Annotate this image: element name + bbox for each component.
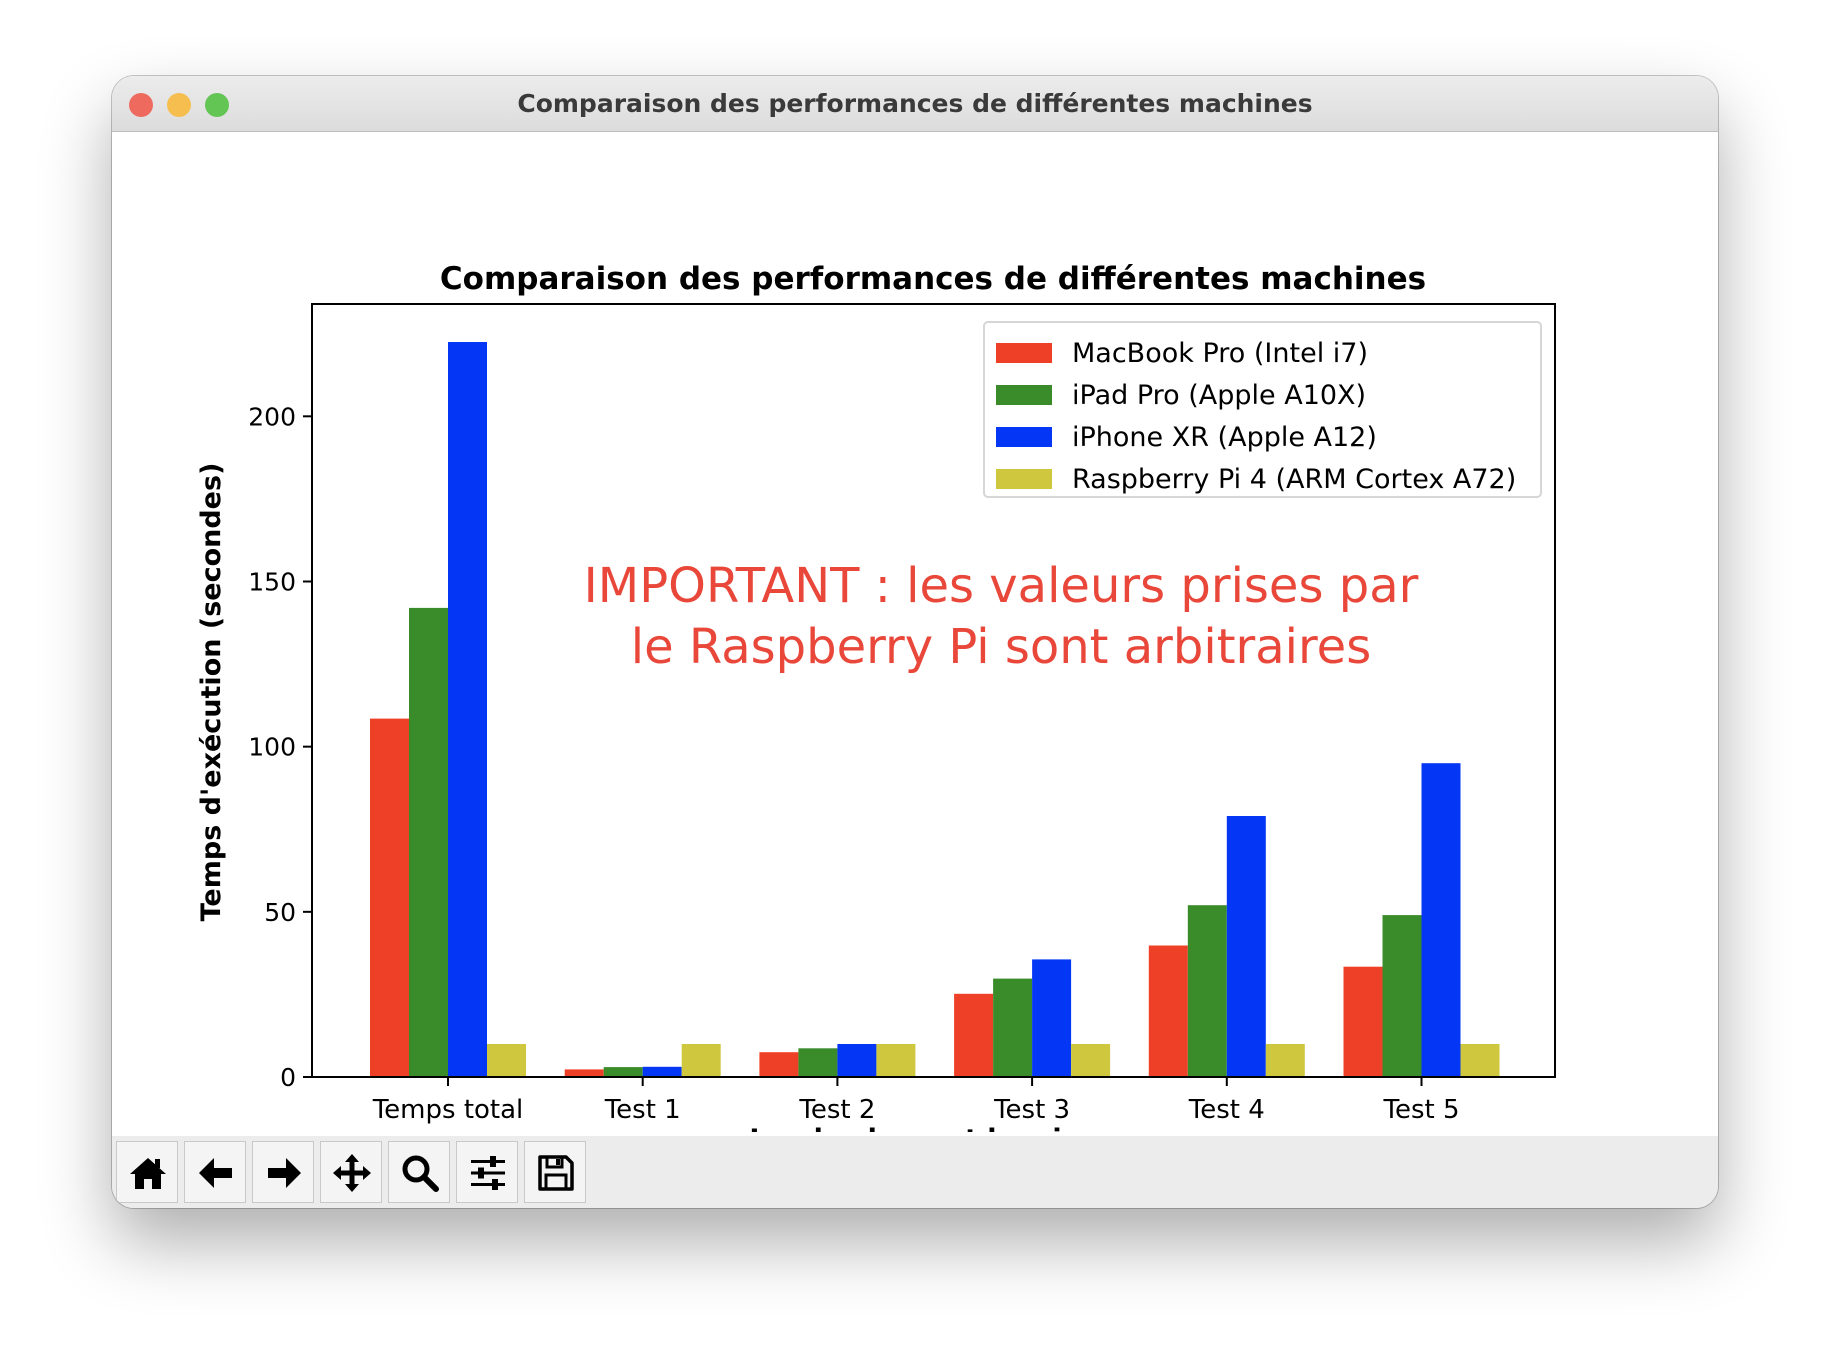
move-icon (333, 1154, 371, 1192)
bar-1-0 (564, 1069, 604, 1077)
bar-3-0 (954, 993, 994, 1077)
bar-3-3 (1071, 1044, 1111, 1077)
bar-0-3 (487, 1044, 526, 1077)
bar-5-1 (1382, 915, 1422, 1077)
forward-button[interactable] (252, 1141, 314, 1203)
legend: MacBook Pro (Intel i7) iPad Pro (Apple A1… (983, 321, 1542, 498)
annotation-line-2: le Raspberry Pi sont arbitraires (631, 619, 1371, 675)
legend-swatch (996, 469, 1052, 489)
legend-swatch (996, 427, 1052, 447)
legend-label: Raspberry Pi 4 (ARM Cortex A72) (1072, 464, 1516, 495)
sliders-icon (471, 1156, 505, 1190)
configure-subplots-button[interactable] (456, 1141, 518, 1203)
x-tick-label: Temps total (372, 1095, 524, 1125)
window-title: Comparaison des performances de différen… (517, 89, 1313, 118)
bar-1-1 (603, 1067, 643, 1077)
bar-2-3 (876, 1044, 916, 1077)
legend-label: MacBook Pro (Intel i7) (1072, 338, 1368, 369)
bar-5-3 (1460, 1044, 1500, 1077)
legend-swatch (996, 385, 1052, 405)
plot-area-frame (311, 303, 1556, 1078)
bar-3-1 (993, 978, 1033, 1077)
y-tick-label: 0 (280, 1063, 296, 1092)
bar-4-0 (1148, 945, 1188, 1077)
y-tick-label: 50 (264, 898, 296, 927)
bar-0-2 (448, 342, 487, 1077)
legend-frame (983, 321, 1542, 498)
close-button[interactable] (129, 93, 153, 117)
arrow-left-icon (199, 1158, 232, 1188)
x-axis: Temps total Test 1 Test 2 Test 3 Test 4 Test … (372, 1077, 1460, 1125)
bar-0-1 (409, 607, 448, 1077)
x-tick-label: Test 5 (1382, 1095, 1459, 1125)
x-tick-label: Test 1 (604, 1095, 681, 1125)
bar-2-1 (798, 1048, 838, 1077)
bar-1-2 (642, 1066, 682, 1077)
bar-0-0 (370, 718, 409, 1077)
bar-2-2 (837, 1044, 877, 1077)
y-tick-label: 100 (248, 733, 296, 762)
floppy-disk-icon (538, 1155, 574, 1191)
figure-canvas[interactable]: Comparaison des performances de différen… (112, 132, 1718, 1208)
x-tick-label: Test 2 (798, 1095, 875, 1125)
bar-chart: Comparaison des performances de différen… (196, 261, 1556, 1155)
navigation-toolbar (112, 1136, 1718, 1208)
legend-swatch (996, 343, 1052, 363)
y-tick-label: 200 (248, 402, 296, 431)
bars-group (370, 342, 1500, 1077)
legend-label: iPhone XR (Apple A12) (1072, 422, 1377, 453)
bar-5-2 (1421, 763, 1461, 1077)
legend-label: iPad Pro (Apple A10X) (1072, 380, 1366, 411)
bar-4-3 (1265, 1044, 1305, 1077)
x-tick-label: Test 3 (993, 1095, 1070, 1125)
bar-4-1 (1187, 905, 1227, 1077)
bar-2-0 (759, 1052, 799, 1077)
y-tick-label: 150 (248, 567, 296, 596)
y-axis-label: Temps d'exécution (secondes) (196, 463, 227, 922)
bar-1-3 (681, 1044, 721, 1077)
zoom-window-button[interactable] (205, 93, 229, 117)
x-tick-label: Test 4 (1188, 1095, 1265, 1125)
save-button[interactable] (524, 1141, 586, 1203)
chart-title: Comparaison des performances de différen… (440, 261, 1426, 297)
annotation: IMPORTANT : les valeurs prises par le Ra… (584, 558, 1419, 675)
zoom-button[interactable] (388, 1141, 450, 1203)
home-icon (130, 1158, 166, 1189)
pan-button[interactable] (320, 1141, 382, 1203)
arrow-right-icon (268, 1158, 301, 1188)
home-button[interactable] (116, 1141, 178, 1203)
x-axis-label: Le plus bas est le mieux (749, 1124, 1116, 1132)
annotation-line-1: IMPORTANT : les valeurs prises par (584, 558, 1419, 614)
bar-4-2 (1226, 816, 1266, 1077)
back-button[interactable] (184, 1141, 246, 1203)
app-window: Comparaison des performances de différen… (112, 76, 1718, 1208)
title-bar[interactable]: Comparaison des performances de différen… (112, 76, 1718, 132)
bar-5-0 (1343, 966, 1383, 1077)
y-axis: 0 50 100 150 200 (248, 402, 312, 1092)
bar-3-2 (1032, 959, 1072, 1077)
magnifier-icon (402, 1155, 439, 1192)
minimize-button[interactable] (167, 93, 191, 117)
